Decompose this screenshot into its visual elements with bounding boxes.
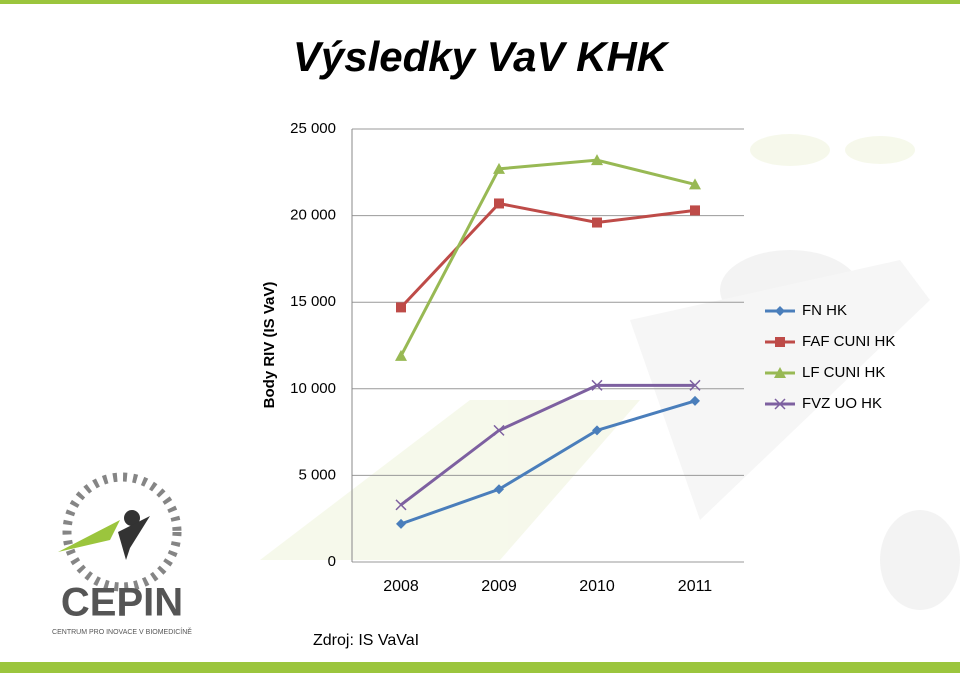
slide-title: Výsledky VaV KHK xyxy=(293,33,670,80)
marker xyxy=(592,425,602,436)
series-line xyxy=(399,201,696,309)
y-tick-label: 5 000 xyxy=(298,466,336,483)
x-tick-label: 2008 xyxy=(383,578,419,595)
marker xyxy=(591,154,603,166)
series-line xyxy=(400,383,695,507)
bottom-bar xyxy=(0,662,960,673)
legend-label: LF CUNI HK xyxy=(802,364,885,381)
marker xyxy=(396,302,406,313)
marker xyxy=(395,499,407,511)
legend-marker xyxy=(774,398,786,410)
x-tick-label: 2010 xyxy=(579,578,615,595)
x-tick-label: 2009 xyxy=(481,578,517,595)
legend-marker xyxy=(775,337,785,347)
marker xyxy=(689,178,701,190)
marker xyxy=(690,205,700,216)
marker xyxy=(493,162,505,174)
legend-marker xyxy=(774,367,786,378)
source: Zdroj: IS VaVaI xyxy=(313,632,419,649)
legend-label: FVZ UO HK xyxy=(802,395,882,412)
marker xyxy=(494,484,504,495)
marker xyxy=(592,217,602,228)
y-tick-label: 25 000 xyxy=(290,120,336,137)
background-decoration xyxy=(260,134,960,610)
y-tick-label: 20 000 xyxy=(290,207,336,224)
x-tick-label: 2011 xyxy=(678,578,713,595)
marker xyxy=(591,379,603,391)
series-line xyxy=(399,158,696,357)
logo: CEPIN CENTRUM PRO INOVACE V BIOMEDICÍNĚ xyxy=(52,472,192,636)
y-tick-label: 15 000 xyxy=(290,293,336,310)
top-bar xyxy=(0,0,960,4)
logo-name: CEPIN xyxy=(61,581,183,625)
marker xyxy=(493,424,505,436)
y-tick-label: 10 000 xyxy=(290,380,336,397)
marker xyxy=(395,349,407,361)
marker xyxy=(494,198,504,209)
legend-label: FAF CUNI HK xyxy=(802,333,895,350)
series-line xyxy=(400,399,696,526)
marker xyxy=(689,379,701,391)
y-tick-label: 0 xyxy=(328,553,336,570)
legend-marker xyxy=(775,306,785,316)
marker xyxy=(690,395,700,406)
y-axis-label: Body RIV (IS VaV) xyxy=(261,282,278,409)
logo-subtitle: CENTRUM PRO INOVACE V BIOMEDICÍNĚ xyxy=(52,627,192,636)
marker xyxy=(396,518,406,529)
legend-label: FN HK xyxy=(802,302,847,319)
